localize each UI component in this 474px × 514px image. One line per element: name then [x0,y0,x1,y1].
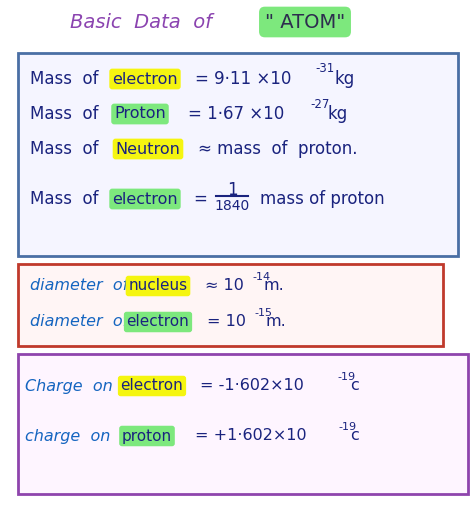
Text: -31: -31 [315,63,334,76]
Text: -15: -15 [254,308,272,318]
Text: Mass  of: Mass of [30,140,99,158]
Text: " ATOM": " ATOM" [265,12,345,31]
Text: electron: electron [112,71,178,86]
Text: kg: kg [328,105,348,123]
Text: charge  on: charge on [25,429,110,444]
Text: m.: m. [266,315,287,329]
Text: nucleus: nucleus [128,279,188,293]
Text: Mass  of: Mass of [30,190,99,208]
FancyBboxPatch shape [18,264,443,346]
Text: 1840: 1840 [214,199,250,213]
Text: kg: kg [335,70,355,88]
Text: c: c [350,378,359,394]
Text: -14: -14 [252,272,270,282]
Text: electron: electron [120,378,183,394]
Text: diameter  of: diameter of [30,315,128,329]
Text: Mass  of: Mass of [30,70,99,88]
Text: -27: -27 [310,98,329,111]
Text: = -1·602×10: = -1·602×10 [200,378,304,394]
Text: = 9·11 ×10: = 9·11 ×10 [195,70,292,88]
Text: -19: -19 [338,422,356,432]
Text: ≈ 10: ≈ 10 [205,279,244,293]
Text: Neutron: Neutron [116,141,181,156]
Text: m.: m. [264,279,285,293]
Text: = +1·602×10: = +1·602×10 [195,429,307,444]
Text: proton: proton [122,429,172,444]
FancyBboxPatch shape [18,354,468,494]
Text: Mass  of: Mass of [30,105,99,123]
Text: Proton: Proton [114,106,166,121]
Text: = 1·67 ×10: = 1·67 ×10 [188,105,284,123]
Text: electron: electron [112,192,178,207]
Text: =: = [193,190,207,208]
Text: electron: electron [127,315,190,329]
Text: = 10: = 10 [207,315,246,329]
Text: -19: -19 [337,372,355,382]
Text: Charge  on: Charge on [25,378,113,394]
Text: ≈ mass  of  proton.: ≈ mass of proton. [198,140,357,158]
Text: mass of proton: mass of proton [260,190,384,208]
Text: c: c [350,429,359,444]
Text: Basic  Data  of: Basic Data of [70,12,212,31]
Text: 1: 1 [227,181,237,199]
FancyBboxPatch shape [18,53,458,256]
Text: diameter  of: diameter of [30,279,128,293]
